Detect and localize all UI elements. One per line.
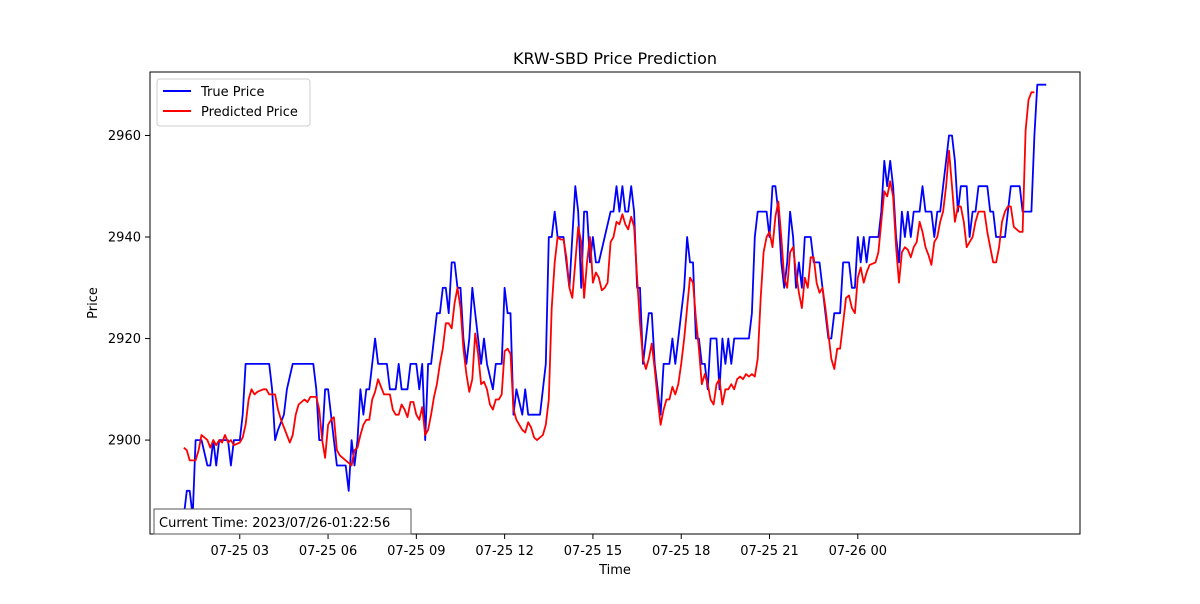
x-tick-label: 07-25 18 xyxy=(652,544,710,559)
predicted-price-line xyxy=(183,91,1035,467)
x-axis-label: Time xyxy=(598,563,631,578)
y-tick-label: 2920 xyxy=(108,332,141,347)
x-tick-label: 07-25 15 xyxy=(564,544,622,559)
y-tick-label: 2900 xyxy=(108,434,141,449)
legend-label-true-price: True Price xyxy=(200,85,264,100)
x-tick-label: 07-25 06 xyxy=(299,544,357,559)
legend: True Price Predicted Price xyxy=(156,78,311,127)
plot-area xyxy=(149,71,1081,535)
annotation-box xyxy=(153,508,412,535)
legend-box xyxy=(156,78,311,127)
current-time-annotation: Current Time: 2023/07/26-01:22:56 xyxy=(153,508,412,535)
true-price-line xyxy=(182,83,1047,518)
annotation-text: Current Time: 2023/07/26-01:22:56 xyxy=(159,516,390,531)
x-tick-label: 07-25 21 xyxy=(740,544,798,559)
y-axis: 2900 2920 2940 2960 xyxy=(108,129,150,449)
x-axis: 07-25 03 07-25 06 07-25 09 07-25 12 07-25 15… xyxy=(211,534,887,559)
y-tick-label: 2940 xyxy=(108,231,141,246)
chart-title: KRW-SBD Price Prediction xyxy=(513,49,717,68)
x-tick-label: 07-26 00 xyxy=(829,544,887,559)
x-tick-label: 07-25 12 xyxy=(475,544,533,559)
y-tick-label: 2960 xyxy=(108,129,141,144)
y-axis-label: Price xyxy=(86,287,101,319)
series-layer xyxy=(182,83,1047,518)
x-tick-label: 07-25 09 xyxy=(387,544,445,559)
legend-label-predicted-price: Predicted Price xyxy=(201,105,298,120)
x-tick-label: 07-25 03 xyxy=(211,544,269,559)
